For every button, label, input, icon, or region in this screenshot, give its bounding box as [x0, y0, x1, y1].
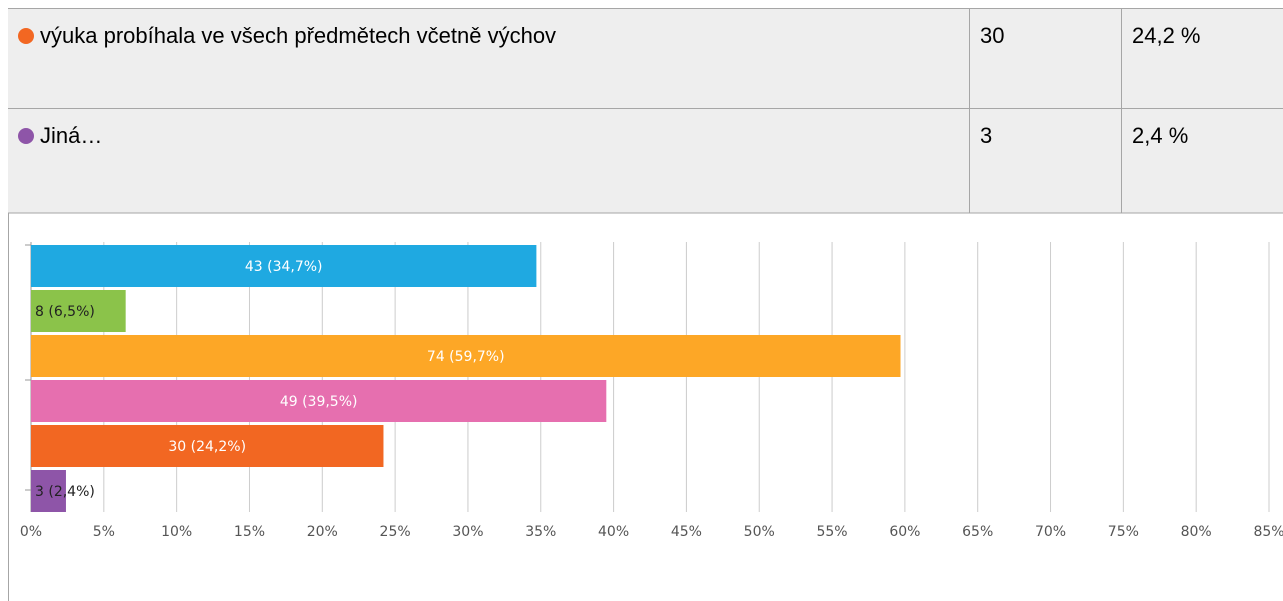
table-row: Jiná… 3 2,4 % [8, 108, 1283, 213]
x-tick-label: 65% [962, 524, 993, 540]
bar [31, 245, 537, 287]
bar [31, 380, 607, 422]
value-label: 43 (34,7%) [245, 259, 323, 275]
percent-cell: 2,4 % [1132, 123, 1189, 148]
count-cell: 30 [970, 9, 1122, 108]
x-tick-label: 50% [744, 524, 775, 540]
value-label: 3 (2,4%) [35, 484, 95, 500]
x-tick-label: 20% [307, 524, 338, 540]
option-label: Jiná… [40, 123, 103, 148]
x-tick-label: 40% [598, 524, 629, 540]
label-cell: výuka probíhala ve všech předmětech včet… [8, 9, 970, 108]
bar [31, 290, 126, 332]
x-tick-label: 25% [380, 524, 411, 540]
bar [31, 470, 66, 512]
bar [31, 425, 384, 467]
x-tick-label: 0% [20, 524, 42, 540]
color-dot [18, 128, 34, 144]
x-tick-label: 15% [234, 524, 265, 540]
value-label: 8 (6,5%) [35, 304, 95, 320]
percent-cell: 24,2 % [1132, 23, 1201, 48]
x-tick-label: 45% [671, 524, 702, 540]
bar [31, 335, 901, 377]
x-tick-label: 85% [1253, 524, 1283, 540]
x-tick-label: 75% [1108, 524, 1139, 540]
label-cell: Jiná… [8, 109, 970, 213]
value-label: 49 (39,5%) [280, 394, 358, 410]
color-dot [18, 28, 34, 44]
value-label: 74 (59,7%) [427, 349, 505, 365]
x-tick-label: 35% [525, 524, 556, 540]
table-row: výuka probíhala ve všech předmětech včet… [8, 8, 1283, 108]
count-cell: 3 [970, 109, 1122, 213]
value-label: 30 (24,2%) [168, 439, 246, 455]
x-tick-label: 30% [452, 524, 483, 540]
x-tick-label: 60% [889, 524, 920, 540]
x-tick-label: 10% [161, 524, 192, 540]
x-tick-label: 55% [816, 524, 847, 540]
x-tick-label: 70% [1035, 524, 1066, 540]
x-tick-label: 80% [1181, 524, 1212, 540]
x-tick-label: 5% [93, 524, 115, 540]
option-label: výuka probíhala ve všech předmětech včet… [40, 23, 557, 48]
